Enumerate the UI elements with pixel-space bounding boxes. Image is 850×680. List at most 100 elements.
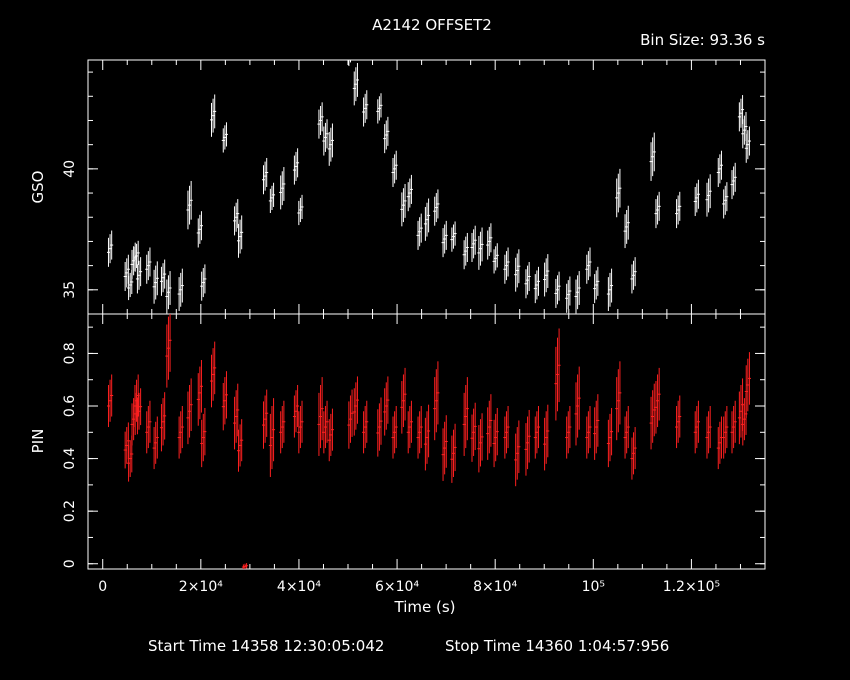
gso-data-point: [165, 271, 172, 314]
pin-data-point: [127, 435, 134, 482]
gso-data-point: [462, 232, 469, 270]
gso-data-point: [352, 63, 359, 106]
gso-data-point: [322, 119, 329, 156]
pin-data-points: [106, 314, 751, 569]
gso-data-point: [406, 174, 413, 212]
pin-data-point: [593, 394, 600, 460]
pin-data-point: [297, 400, 304, 454]
pin-data-point: [159, 392, 167, 452]
pin-ytick-label: 0.6: [62, 395, 78, 417]
time-xtick-label: 10⁵: [582, 579, 605, 595]
pin-data-point: [649, 383, 656, 450]
pin-data-point: [233, 383, 240, 450]
gso-data-point: [543, 254, 550, 297]
gso-data-point: [376, 93, 383, 124]
pin-data-point: [261, 389, 269, 449]
gso-data-point: [737, 95, 745, 132]
pin-data-point: [391, 406, 398, 459]
pin-data-point: [347, 389, 354, 449]
gso-data-point: [362, 90, 369, 127]
gso-data-point: [722, 182, 729, 219]
gso-data-point: [615, 168, 622, 218]
gso-data-point: [730, 162, 737, 200]
pin-data-point: [606, 407, 614, 468]
gso-data-point: [593, 266, 600, 304]
pin-data-point: [486, 394, 493, 460]
gso-panel: GSO 35 40: [29, 59, 766, 315]
pin-data-point: [730, 400, 737, 454]
time-xtick-label: 8×10⁴: [473, 579, 517, 595]
gso-data-point: [574, 271, 581, 314]
pin-data-point: [675, 395, 682, 449]
gso-data-point: [441, 220, 448, 258]
pin-data-point: [615, 361, 622, 441]
gso-data-point: [209, 94, 217, 137]
gso-data-point: [477, 227, 484, 270]
pin-data-point: [477, 413, 484, 473]
gso-data-point: [133, 240, 140, 272]
pin-axis-label: PIN: [29, 429, 47, 454]
gso-data-point: [654, 191, 661, 229]
pin-data-point: [133, 374, 140, 428]
chart-title: A2142 OFFSET2: [372, 16, 492, 34]
gso-data-point: [623, 205, 630, 249]
pin-data-point: [433, 361, 440, 441]
gso-data-point: [470, 225, 477, 262]
gso-data-point: [705, 174, 712, 217]
gso-data-point: [630, 257, 637, 294]
pin-ytick-label: 0.8: [62, 342, 78, 364]
gso-data-point: [152, 261, 159, 304]
gso-data-point: [554, 271, 561, 308]
gso-data-point: [196, 211, 203, 248]
pin-data-point: [441, 415, 448, 481]
gso-data-point: [348, 60, 351, 67]
pin-data-point: [654, 367, 661, 434]
pin-data-point: [524, 409, 531, 476]
gso-data-point: [200, 264, 207, 301]
gso-data-point: [391, 150, 398, 187]
pin-data-point: [145, 400, 152, 454]
pin-data-point: [241, 563, 249, 569]
pin-data-point: [352, 376, 359, 436]
time-axis-label: Time (s): [394, 598, 456, 616]
pin-data-point: [135, 388, 143, 435]
time-xtick-label: 4×10⁴: [277, 579, 321, 595]
gso-data-point: [606, 268, 614, 311]
gso-data-point: [433, 189, 440, 226]
gso-data-point: [317, 102, 324, 139]
gso-ytick-label: 40: [62, 160, 78, 178]
pin-data-point: [362, 400, 369, 454]
pin-ytick-label: 0.2: [62, 500, 78, 522]
pin-data-point: [383, 376, 390, 436]
pin-data-point: [693, 400, 700, 454]
pin-data-point: [106, 374, 114, 428]
gso-data-point: [279, 167, 286, 210]
pin-data-point: [543, 404, 550, 471]
gso-data-point: [400, 183, 407, 227]
pin-data-point: [152, 416, 159, 470]
gso-data-point: [693, 179, 700, 217]
gso-data-point: [524, 261, 531, 299]
gso-data-point: [416, 213, 423, 250]
pin-data-point: [705, 406, 712, 459]
gso-data-point: [486, 223, 493, 260]
pin-panel-frame: [87, 313, 766, 570]
pin-data-point: [630, 427, 637, 480]
pin-data-point: [186, 378, 193, 445]
pin-data-point: [503, 406, 510, 459]
pin-data-point: [209, 341, 217, 408]
gso-data-point: [514, 249, 521, 292]
gso-data-point: [221, 122, 228, 153]
gso-data-point: [492, 243, 499, 274]
gso-data-point: [261, 157, 269, 195]
gso-data-point: [675, 191, 682, 229]
time-xtick-label: 0: [98, 579, 107, 595]
pin-data-point: [722, 406, 729, 459]
gso-ytick-label: 35: [62, 281, 78, 299]
pin-data-point: [221, 371, 228, 431]
bin-size-label: Bin Size: 93.36 s: [640, 31, 765, 49]
pin-data-point: [268, 398, 276, 477]
pin-ytick-label: 0: [62, 559, 78, 568]
pin-data-point: [716, 416, 723, 470]
